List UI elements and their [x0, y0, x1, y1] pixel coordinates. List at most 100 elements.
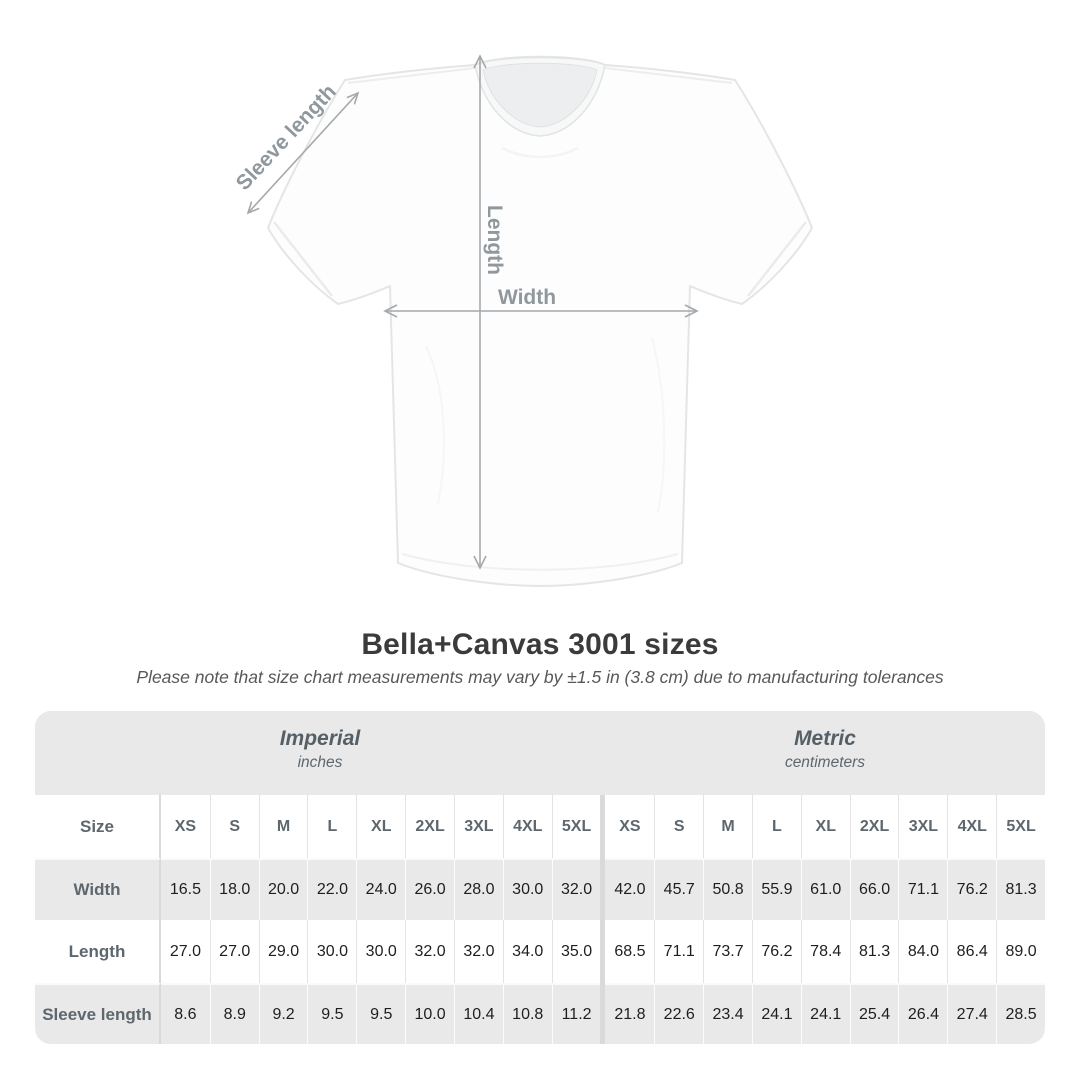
value-cell-imperial: 30.0	[356, 920, 406, 983]
value-cell-metric: 55.9	[751, 858, 801, 920]
value-cell-metric: 25.4	[849, 983, 899, 1044]
size-table: Imperial inches Metric centimeters Size X…	[35, 711, 1045, 1044]
value-cell-metric: 89.0	[996, 920, 1045, 983]
imperial-metric-divider	[600, 983, 606, 1044]
value-cell-metric: 50.8	[703, 858, 752, 920]
value-cell-imperial: 27.0	[161, 920, 210, 983]
value-cell-metric: 68.5	[605, 920, 655, 983]
width-label: Width	[498, 286, 556, 309]
tshirt-seams	[273, 67, 807, 571]
value-cell-metric: 23.4	[703, 983, 752, 1044]
value-cell-imperial: 22.0	[307, 858, 357, 920]
value-cell-metric: 71.1	[654, 920, 704, 983]
value-cell-metric: 76.2	[751, 920, 801, 983]
value-cell-imperial: 10.4	[453, 983, 503, 1044]
value-cell-metric: 42.0	[605, 858, 655, 920]
unit-group-header: Imperial inches Metric centimeters	[35, 711, 1045, 795]
value-cell-metric: 78.4	[800, 920, 850, 983]
value-cell-imperial: 28.0	[453, 858, 503, 920]
value-cell-imperial: 18.0	[209, 858, 259, 920]
value-cell-imperial: 16.5	[161, 858, 210, 920]
value-cell-imperial: 9.5	[356, 983, 406, 1044]
size-header-metric-xl: XL	[800, 795, 850, 858]
length-arrow	[473, 54, 487, 570]
metric-group-label: Metric	[794, 727, 856, 750]
row-label: Width	[35, 858, 161, 920]
value-cell-metric: 21.8	[605, 983, 655, 1044]
value-cell-metric: 71.1	[898, 858, 948, 920]
imperial-unit-label: inches	[297, 754, 343, 771]
value-cell-imperial: 34.0	[502, 920, 552, 983]
value-cell-imperial: 8.9	[209, 983, 259, 1044]
value-cell-imperial: 10.8	[502, 983, 552, 1044]
metric-unit-label: centimeters	[784, 754, 866, 771]
value-cell-imperial: 11.2	[551, 983, 601, 1044]
row-label: Sleeve length	[35, 983, 161, 1044]
value-cell-imperial: 20.0	[258, 858, 308, 920]
value-cell-imperial: 27.0	[209, 920, 259, 983]
size-header-imperial-xl: XL	[356, 795, 406, 858]
size-header-imperial-4xl: 4XL	[502, 795, 552, 858]
value-cell-imperial: 32.0	[453, 920, 503, 983]
value-cell-imperial: 26.0	[405, 858, 454, 920]
imperial-metric-divider	[600, 858, 606, 920]
value-cell-imperial: 29.0	[258, 920, 308, 983]
size-header-metric-4xl: 4XL	[947, 795, 997, 858]
size-header-imperial-m: M	[258, 795, 308, 858]
value-cell-metric: 26.4	[898, 983, 948, 1044]
value-cell-metric: 22.6	[654, 983, 704, 1044]
size-header-imperial-xs: XS	[161, 795, 210, 858]
value-cell-imperial: 9.2	[258, 983, 308, 1044]
size-header-metric-l: L	[751, 795, 801, 858]
value-cell-imperial: 24.0	[356, 858, 406, 920]
value-cell-imperial: 10.0	[405, 983, 454, 1044]
value-cell-metric: 81.3	[996, 858, 1045, 920]
measurement-arrows	[246, 54, 699, 570]
tshirt-body	[267, 55, 813, 587]
value-cell-metric: 66.0	[849, 858, 899, 920]
size-header-imperial-3xl: 3XL	[453, 795, 503, 858]
size-header-imperial-2xl: 2XL	[405, 795, 454, 858]
size-column-header: Size	[35, 795, 161, 858]
sleeve-length-arrow	[246, 91, 360, 215]
value-cell-metric: 45.7	[654, 858, 704, 920]
imperial-metric-divider	[600, 920, 606, 983]
value-cell-imperial: 32.0	[551, 858, 601, 920]
tolerance-note: Please note that size chart measurements…	[136, 667, 944, 687]
value-cell-metric: 61.0	[800, 858, 850, 920]
imperial-group-label: Imperial	[279, 727, 361, 750]
size-header-metric-m: M	[703, 795, 752, 858]
value-cell-metric: 24.1	[751, 983, 801, 1044]
value-cell-imperial: 32.0	[405, 920, 454, 983]
value-cell-metric: 73.7	[703, 920, 752, 983]
imperial-metric-divider	[600, 795, 606, 858]
value-cell-metric: 24.1	[800, 983, 850, 1044]
value-cell-imperial: 30.0	[502, 858, 552, 920]
length-label: Length	[483, 205, 506, 275]
value-cell-metric: 76.2	[947, 858, 997, 920]
size-header-imperial-l: L	[307, 795, 357, 858]
size-header-imperial-s: S	[209, 795, 259, 858]
value-cell-metric: 27.4	[947, 983, 997, 1044]
value-cell-metric: 86.4	[947, 920, 997, 983]
value-cell-imperial: 8.6	[161, 983, 210, 1044]
value-cell-imperial: 30.0	[307, 920, 357, 983]
size-header-metric-s: S	[654, 795, 704, 858]
size-header-imperial-5xl: 5XL	[551, 795, 601, 858]
row-label: Length	[35, 920, 161, 983]
tshirt-diagram: Sleeve length Length Width	[232, 54, 813, 587]
metric-group-header: Metric centimeters	[605, 711, 1045, 795]
width-arrow	[383, 304, 699, 318]
size-header-metric-5xl: 5XL	[996, 795, 1045, 858]
value-cell-imperial: 9.5	[307, 983, 357, 1044]
imperial-group-header: Imperial inches	[35, 711, 605, 795]
value-cell-metric: 84.0	[898, 920, 948, 983]
page-title: Bella+Canvas 3001 sizes	[361, 628, 719, 661]
size-table-grid: Size XS S M L XL 2XL 3XL 4XL 5XL XS S M L XL 2XL 3XL 4XL 5…	[35, 795, 1045, 1044]
size-header-metric-xs: XS	[605, 795, 655, 858]
value-cell-metric: 81.3	[849, 920, 899, 983]
value-cell-imperial: 35.0	[551, 920, 601, 983]
size-header-metric-3xl: 3XL	[898, 795, 948, 858]
size-header-metric-2xl: 2XL	[849, 795, 899, 858]
